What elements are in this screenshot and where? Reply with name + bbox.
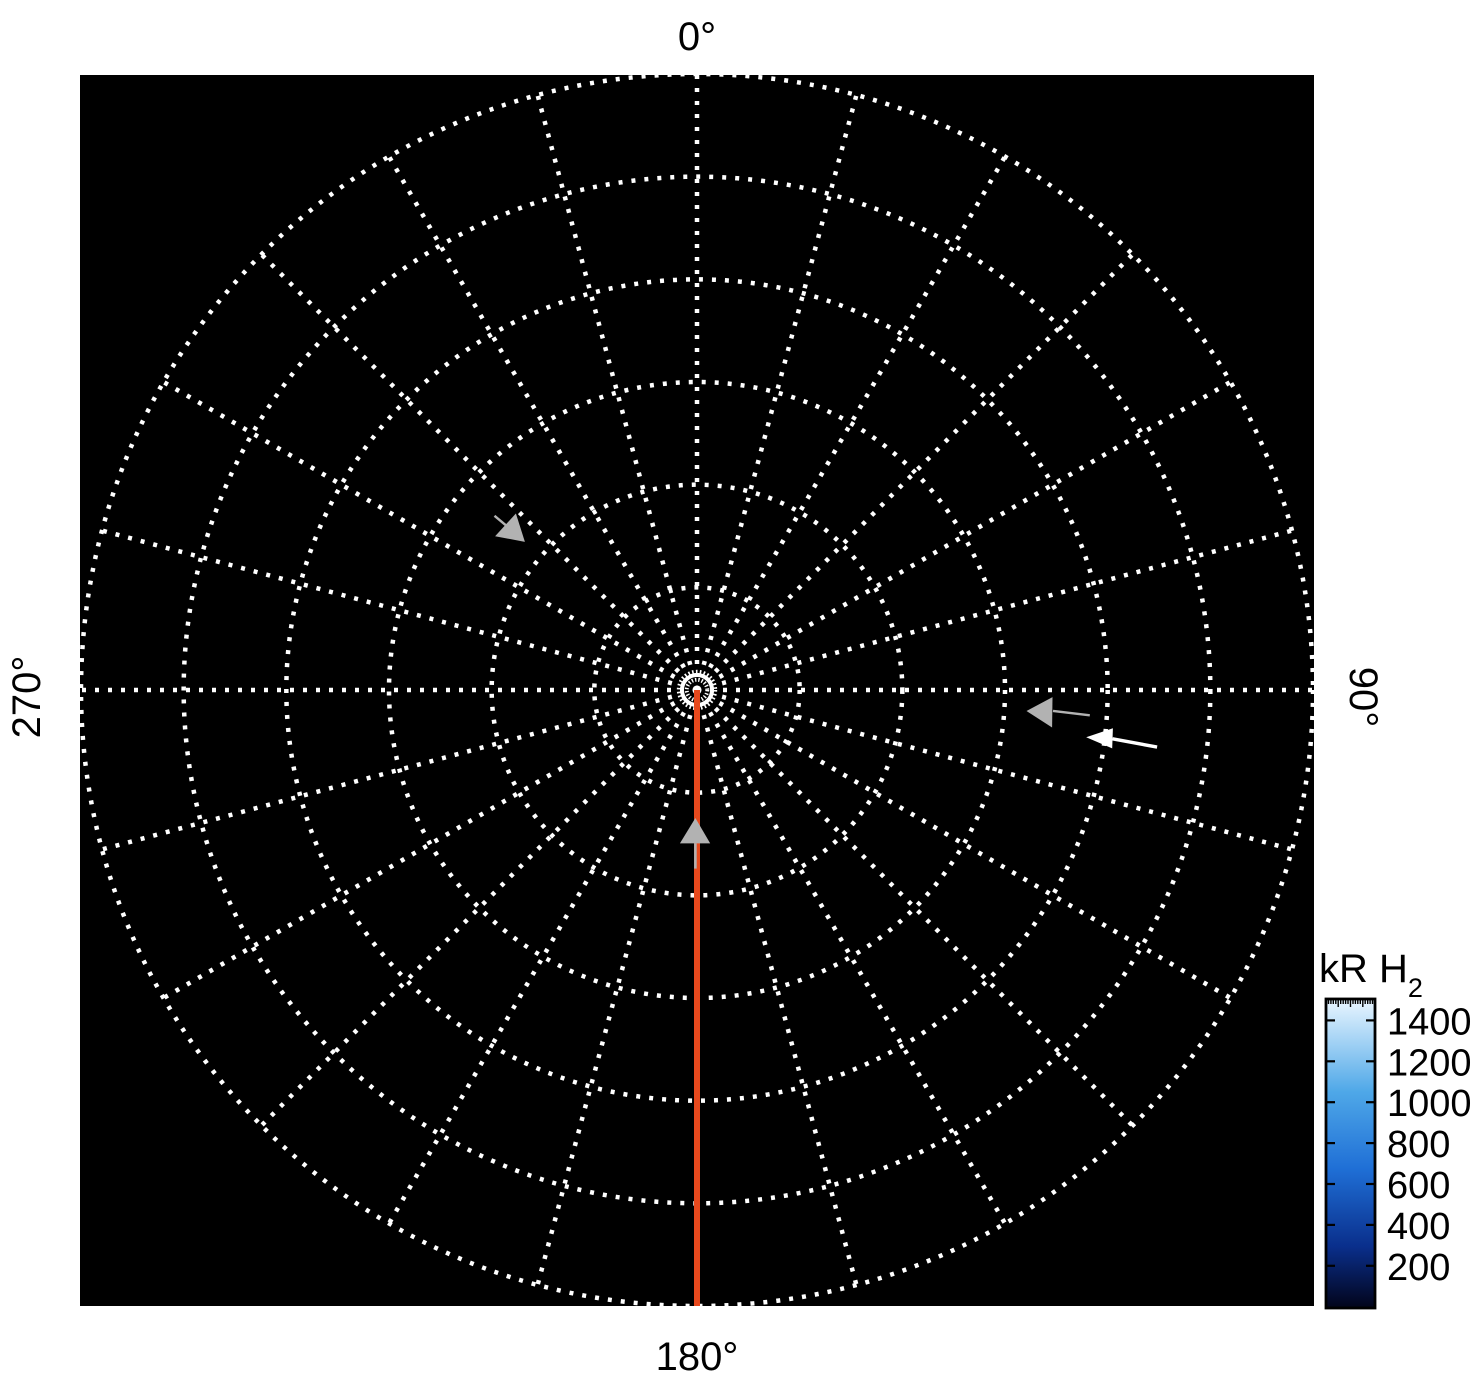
svg-text:1000: 1000 xyxy=(1387,1083,1472,1125)
svg-text:200: 200 xyxy=(1387,1247,1450,1289)
svg-text:1400: 1400 xyxy=(1387,1001,1472,1043)
svg-text:90°: 90° xyxy=(1341,667,1385,728)
svg-text:1200: 1200 xyxy=(1387,1042,1472,1084)
svg-text:kR H2: kR H2 xyxy=(1319,947,1423,1003)
svg-text:180°: 180° xyxy=(656,1335,739,1379)
svg-text:800: 800 xyxy=(1387,1124,1450,1166)
svg-text:600: 600 xyxy=(1387,1165,1450,1207)
svg-text:400: 400 xyxy=(1387,1206,1450,1248)
svg-text:0°: 0° xyxy=(678,15,716,59)
svg-text:270°: 270° xyxy=(5,656,49,739)
